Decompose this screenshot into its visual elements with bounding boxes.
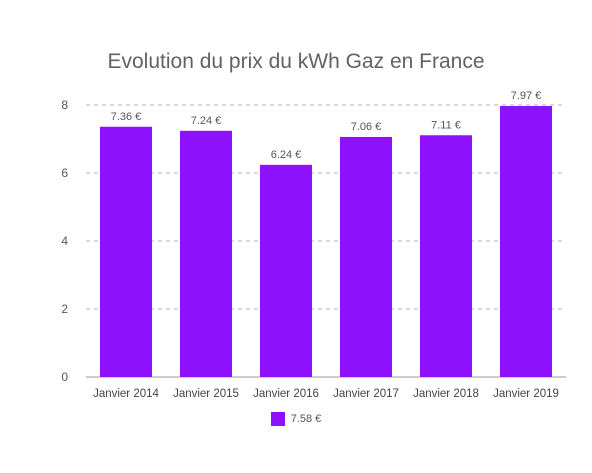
x-tick-label: Janvier 2016	[253, 388, 319, 400]
bar	[100, 126, 152, 377]
data-label: 7.36 €	[111, 111, 142, 123]
chart-title: Evolution du prix du kWh Gaz en France	[107, 50, 485, 73]
legend-swatch	[270, 412, 285, 426]
data-label: 6.24 €	[271, 149, 302, 161]
bar	[420, 135, 472, 377]
y-tick-label: 8	[61, 98, 68, 112]
data-label: 7.24 €	[191, 115, 222, 127]
y-tick-label: 6	[61, 166, 68, 180]
y-tick-label: 2	[61, 302, 68, 316]
y-tick-label: 4	[61, 234, 68, 248]
bar	[180, 130, 232, 377]
bar	[260, 164, 312, 377]
x-tick-label: Janvier 2017	[333, 388, 399, 400]
legend[interactable]: 7.58 €	[0, 412, 592, 426]
data-label: 7.06 €	[351, 121, 382, 133]
bar	[500, 106, 552, 378]
y-tick-label: 0	[61, 370, 68, 384]
x-tick-label: Janvier 2019	[493, 388, 559, 400]
x-tick-label: Janvier 2015	[173, 388, 239, 400]
bar	[340, 136, 392, 377]
legend-label: 7.58 €	[290, 413, 322, 425]
data-label: 7.97 €	[511, 90, 542, 102]
x-tick-label: Janvier 2018	[413, 388, 479, 400]
x-tick-label: Janvier 2014	[93, 388, 159, 400]
data-label: 7.11 €	[431, 119, 461, 131]
